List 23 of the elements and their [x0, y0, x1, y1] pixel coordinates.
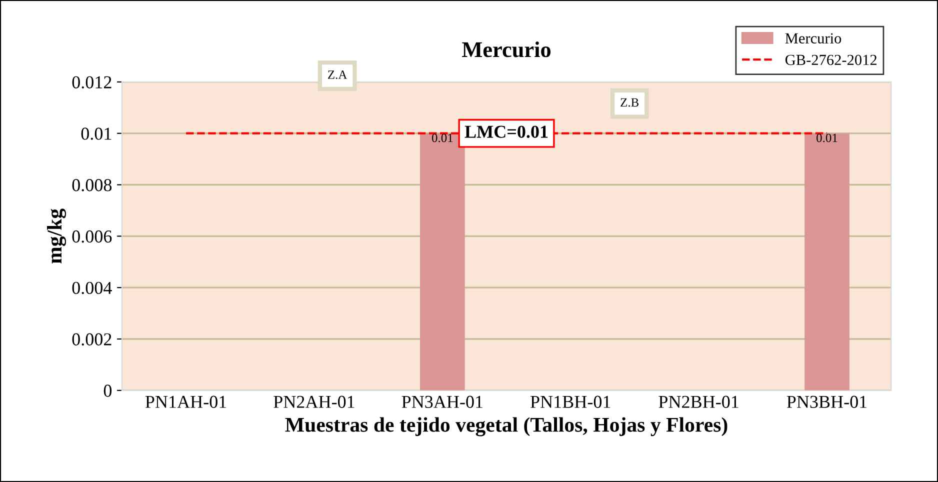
legend-label: Mercurio [785, 33, 842, 44]
x-tick-label: PN2AH-01 [274, 396, 354, 408]
x-tick-label: PN1AH-01 [145, 396, 226, 408]
legend-label: GB-2762-2012 [785, 54, 877, 66]
x-tick-label: PN1BH-01 [530, 396, 610, 408]
data-label: 0.01 [432, 134, 453, 142]
y-tick-label: 0.004 [72, 282, 112, 294]
x-axis-title: Muestras de tejido vegetal (Tallos, Hojas y Flores) [285, 417, 728, 436]
y-tick-label: 0.002 [72, 333, 112, 346]
data-label: 0.01 [816, 134, 838, 142]
y-tick-label: 0.012 [72, 76, 112, 88]
y-tick-label: 0.008 [72, 179, 112, 192]
y-tick-label: 0.01 [81, 128, 112, 140]
y-axis-title: mg/kg [46, 208, 66, 264]
x-tick-label: PN2BH-01 [658, 396, 738, 408]
y-tick-label: 0.006 [72, 230, 112, 243]
x-tick-label: PN3AH-01 [402, 396, 482, 408]
chart-title: Mercurio [462, 42, 551, 58]
y-tick-label: 0 [104, 384, 112, 397]
annotation: Z.B [620, 98, 639, 107]
annotation: LMC=0.01 [464, 126, 548, 138]
x-tick-label: PN3BH-01 [786, 396, 867, 408]
text: Z.A [328, 70, 348, 79]
